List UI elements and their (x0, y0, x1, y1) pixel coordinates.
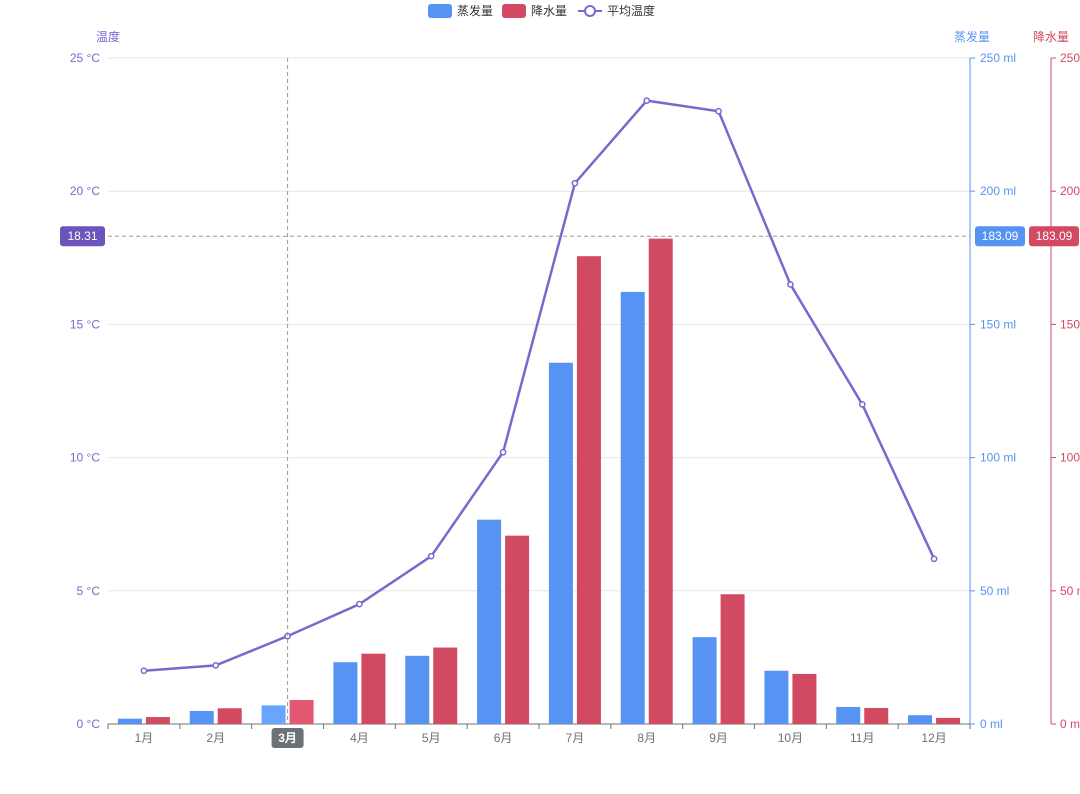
legend-label[interactable]: 平均温度 (607, 3, 655, 18)
temperature-axis-name: 温度 (96, 29, 120, 44)
x-axis-label: 1月 (135, 731, 154, 745)
temperature-point[interactable] (715, 107, 722, 115)
precipitation-bar[interactable] (864, 708, 889, 724)
precipitation-axis-name: 降水量 (1033, 30, 1069, 44)
precipitation-bar[interactable] (217, 708, 242, 724)
precipitation-tick-label: 250 ml (1060, 51, 1080, 65)
temperature-point[interactable] (427, 552, 435, 560)
precipitation-tick-label: 0 ml (1060, 717, 1080, 731)
evaporation-bar[interactable] (333, 662, 358, 724)
x-pointer-label: 3月 (278, 731, 297, 745)
temperature-point[interactable] (930, 555, 938, 563)
evaporation-bar[interactable] (692, 637, 717, 724)
evaporation-bar[interactable] (836, 706, 861, 724)
temperature-point[interactable] (571, 179, 579, 187)
evaporation-bar[interactable] (477, 519, 502, 724)
temperature-point[interactable] (643, 97, 651, 104)
precipitation-pointer-label: 183.09 (1036, 229, 1073, 243)
temperature-tick-label: 10 °C (70, 451, 100, 465)
temperature-tick-label: 0 °C (77, 717, 101, 731)
x-pointer-box (271, 728, 304, 748)
temperature-point[interactable] (356, 600, 363, 608)
temperature-tick-label: 5 °C (77, 584, 101, 598)
temperature-point[interactable] (787, 281, 794, 288)
precipitation-bar[interactable] (648, 238, 673, 724)
evaporation-tick-label: 250 ml (980, 51, 1016, 65)
precipitation-bar[interactable] (936, 717, 961, 724)
evaporation-bar[interactable] (189, 710, 214, 724)
precipitation-bar[interactable] (505, 535, 530, 724)
precipitation-bar[interactable] (576, 256, 601, 724)
evaporation-axis-name: 蒸发量 (954, 29, 990, 44)
precipitation-bar[interactable] (792, 673, 817, 724)
evaporation-bar[interactable] (764, 670, 789, 724)
temperature-point[interactable] (212, 662, 220, 669)
x-axis-label: 12月 (921, 731, 946, 745)
precipitation-tick-label: 200 ml (1060, 184, 1080, 198)
x-axis-label: 7月 (566, 731, 585, 745)
evaporation-tick-label: 50 ml (980, 584, 1009, 598)
precipitation-bar[interactable] (289, 700, 314, 724)
evaporation-pointer-box (975, 226, 1025, 247)
evaporation-bar[interactable] (261, 705, 286, 724)
precipitation-tick-label: 50 ml (1060, 584, 1080, 598)
temperature-pointer-box (60, 226, 105, 247)
evaporation-bar[interactable] (620, 291, 645, 724)
temperature-point[interactable] (140, 667, 148, 675)
temperature-point[interactable] (858, 400, 866, 408)
legend-line-marker[interactable] (584, 5, 596, 17)
precipitation-bar[interactable] (433, 647, 458, 724)
evaporation-bar[interactable] (908, 715, 933, 724)
x-axis-label: 9月 (709, 731, 728, 745)
x-axis-label: 2月 (206, 731, 225, 745)
evaporation-bar[interactable] (405, 655, 430, 724)
x-axis-label: 8月 (637, 731, 656, 745)
x-axis-label: 5月 (422, 731, 441, 745)
x-axis-label: 11月 (850, 731, 874, 745)
evaporation-bar[interactable] (117, 718, 142, 724)
x-axis-label: 4月 (350, 731, 369, 745)
evaporation-tick-label: 100 ml (980, 451, 1016, 465)
evaporation-tick-label: 0 ml (980, 717, 1003, 731)
x-axis-label: 10月 (778, 731, 803, 745)
precipitation-bar[interactable] (720, 594, 745, 724)
legend-label[interactable]: 蒸发量 (457, 3, 493, 18)
temperature-line (143, 99, 936, 672)
legend-label[interactable]: 降水量 (531, 4, 567, 18)
precipitation-bar[interactable] (145, 717, 170, 724)
temperature-tick-label: 15 °C (70, 317, 100, 331)
temperature-pointer-label: 18.31 (67, 229, 97, 243)
legend-swatch[interactable] (428, 4, 452, 18)
evaporation-tick-label: 150 ml (980, 317, 1016, 331)
evaporation-pointer-label: 183.09 (982, 229, 1019, 243)
temperature-point[interactable] (499, 448, 507, 456)
precipitation-bar[interactable] (361, 653, 386, 724)
evaporation-bar[interactable] (548, 362, 573, 724)
precipitation-tick-label: 150 ml (1060, 317, 1080, 331)
precipitation-pointer-box (1029, 226, 1079, 247)
precipitation-tick-label: 100 ml (1060, 451, 1080, 465)
x-axis-label: 6月 (494, 731, 513, 745)
legend-swatch[interactable] (502, 4, 526, 18)
temperature-tick-label: 20 °C (70, 184, 100, 198)
evaporation-tick-label: 200 ml (980, 184, 1016, 198)
temperature-tick-label: 25 °C (70, 51, 100, 65)
